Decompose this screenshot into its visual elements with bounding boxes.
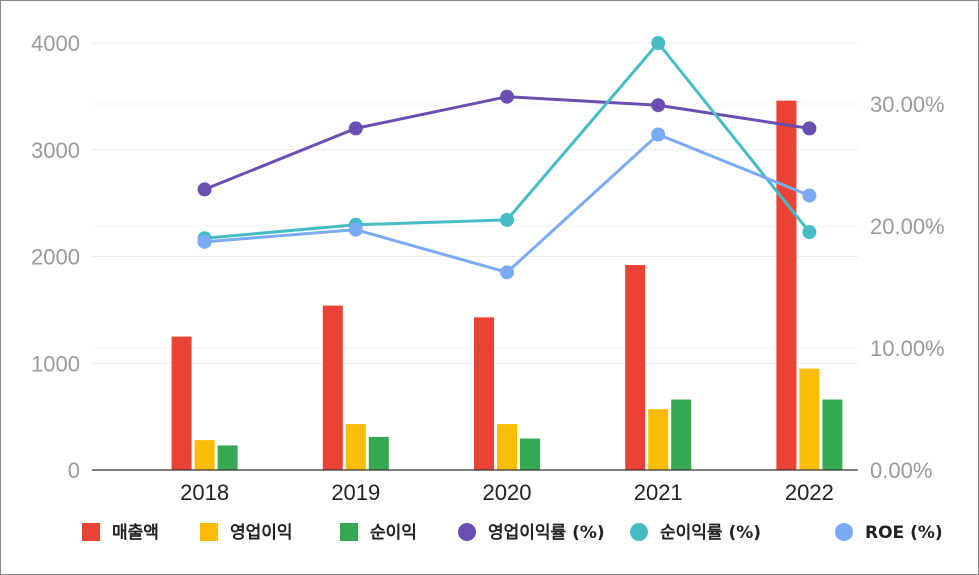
legend-label: 영업이익: [230, 523, 293, 543]
lines: [204, 41, 811, 274]
bar-영업이익-2019: [345, 424, 366, 470]
point-ROE (%)-2020: [500, 265, 514, 280]
point-영업이익률 (%)-2018: [197, 182, 212, 197]
x-axis-ticks: 2018 2019 2020 2021 2022: [180, 480, 834, 505]
legend-swatch-순이익: [340, 523, 358, 541]
legend-swatch-ROE (%): [835, 523, 853, 541]
point-ROE (%)-2018: [197, 234, 212, 249]
point-영업이익률 (%)-2019: [348, 121, 363, 136]
bar-영업이익-2022: [799, 368, 820, 470]
y-left-tick-label: 2000: [31, 245, 80, 270]
legend-label: 매출액: [112, 523, 159, 543]
legend-label: 순이익: [370, 523, 417, 543]
point-영업이익률 (%)-2020: [500, 89, 514, 104]
bar-영업이익-2020: [497, 424, 517, 470]
line-ROE (%): [204, 133, 810, 274]
x-tick-label: 2021: [634, 480, 683, 505]
legend-swatch-영업이익률 (%): [458, 523, 476, 541]
bar-순이익-2018: [217, 445, 238, 470]
bar-순이익-2022: [822, 399, 843, 470]
bars: [171, 100, 843, 471]
point-ROE (%)-2019: [348, 222, 363, 237]
y-right-tick-label: 0.00%: [870, 458, 932, 483]
point-순이익률 (%)-2021: [651, 36, 666, 50]
legend: 매출액 영업이익 순이익 영업이익률 (%) 순이익률 (%) ROE (%): [82, 523, 943, 543]
bar-매출액-2019: [322, 305, 343, 470]
bar-매출액-2018: [171, 336, 192, 470]
bar-매출액-2020: [474, 317, 494, 470]
x-tick-label: 2018: [180, 480, 229, 505]
x-tick-label: 2022: [785, 480, 834, 505]
points: [197, 36, 817, 280]
point-순이익률 (%)-2022: [802, 225, 817, 240]
line-순이익률 (%): [204, 41, 811, 240]
line-영업이익률 (%): [204, 95, 810, 191]
y-axis-right-ticks: 0.00% 10.00% 20.00% 30.00%: [870, 92, 945, 483]
legend-label: 순이익률 (%): [660, 523, 761, 543]
y-left-tick-label: 0: [68, 458, 80, 483]
legend-swatch-매출액: [82, 523, 100, 541]
point-ROE (%)-2021: [651, 127, 666, 142]
bar-순이익-2020: [520, 438, 540, 470]
legend-label: ROE (%): [865, 523, 943, 543]
x-tick-label: 2020: [483, 480, 532, 505]
y-left-tick-label: 1000: [31, 351, 80, 376]
y-left-tick-label: 4000: [31, 31, 80, 56]
y-left-tick-label: 3000: [31, 138, 80, 163]
y-right-tick-label: 20.00%: [870, 214, 945, 239]
y-right-tick-label: 30.00%: [870, 92, 945, 117]
bar-매출액-2021: [625, 265, 646, 470]
y-right-tick-label: 10.00%: [870, 336, 945, 361]
bar-영업이익-2018: [194, 440, 215, 470]
point-영업이익률 (%)-2021: [651, 98, 666, 113]
point-ROE (%)-2022: [802, 188, 817, 203]
point-영업이익률 (%)-2022: [802, 121, 817, 136]
bar-영업이익-2021: [648, 409, 669, 470]
bar-순이익-2021: [671, 399, 692, 470]
legend-label: 영업이익률 (%): [488, 523, 605, 543]
legend-swatch-순이익률 (%): [630, 523, 648, 541]
point-순이익률 (%)-2020: [500, 212, 514, 227]
gridlines: [92, 42, 858, 364]
legend-swatch-영업이익: [200, 523, 218, 541]
bar-순이익-2019: [368, 436, 389, 470]
x-tick-label: 2019: [331, 480, 380, 505]
bar-매출액-2022: [776, 100, 797, 471]
y-axis-left-ticks: 0 1000 2000 3000 4000: [31, 31, 80, 483]
